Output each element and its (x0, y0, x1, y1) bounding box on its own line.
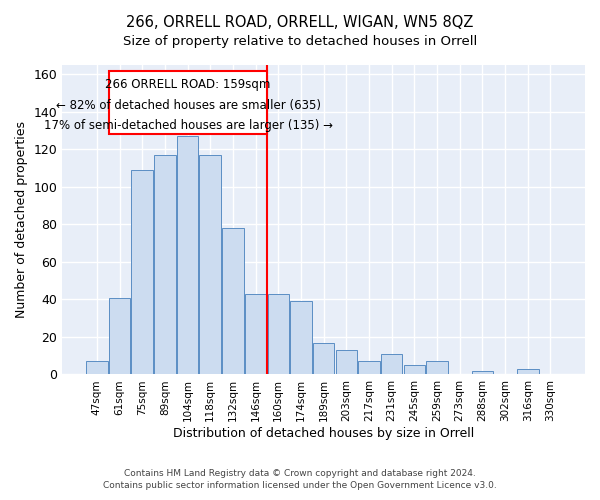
Text: 17% of semi-detached houses are larger (135) →: 17% of semi-detached houses are larger (… (44, 120, 332, 132)
Bar (109, 298, 130, 374)
Bar (109, 70, 267, 134)
Bar (358, 362, 380, 374)
X-axis label: Distribution of detached houses by size in Orrell: Distribution of detached houses by size … (173, 427, 474, 440)
Bar (245, 294, 266, 374)
Y-axis label: Number of detached properties: Number of detached properties (15, 121, 28, 318)
Text: 266 ORRELL ROAD: 159sqm: 266 ORRELL ROAD: 159sqm (106, 78, 271, 91)
Bar (86, 362, 107, 374)
Text: Contains HM Land Registry data © Crown copyright and database right 2024.
Contai: Contains HM Land Registry data © Crown c… (103, 468, 497, 490)
Bar (472, 370, 493, 374)
Bar (313, 342, 334, 374)
Bar (177, 136, 199, 374)
Bar (199, 155, 221, 374)
Bar (381, 354, 403, 374)
Bar (404, 365, 425, 374)
Text: ← 82% of detached houses are smaller (635): ← 82% of detached houses are smaller (63… (56, 99, 320, 112)
Bar (290, 302, 312, 374)
Bar (268, 294, 289, 374)
Bar (154, 155, 176, 374)
Bar (131, 170, 153, 374)
Bar (222, 228, 244, 374)
Text: 266, ORRELL ROAD, ORRELL, WIGAN, WN5 8QZ: 266, ORRELL ROAD, ORRELL, WIGAN, WN5 8QZ (127, 15, 473, 30)
Bar (426, 362, 448, 374)
Bar (517, 369, 539, 374)
Text: Size of property relative to detached houses in Orrell: Size of property relative to detached ho… (123, 35, 477, 48)
Bar (335, 350, 357, 374)
